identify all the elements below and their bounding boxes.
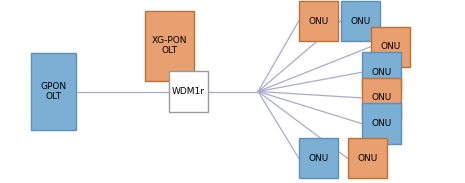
FancyBboxPatch shape [340, 1, 380, 41]
FancyBboxPatch shape [361, 103, 401, 144]
FancyBboxPatch shape [348, 138, 387, 178]
Text: ONU: ONU [380, 42, 401, 51]
FancyBboxPatch shape [371, 27, 410, 67]
Text: ONU: ONU [357, 154, 378, 163]
FancyBboxPatch shape [32, 53, 75, 130]
Text: WDM1r: WDM1r [172, 87, 205, 96]
Text: XG-PON
OLT: XG-PON OLT [152, 36, 187, 55]
Text: ONU: ONU [371, 119, 392, 128]
Text: ONU: ONU [308, 16, 329, 26]
Text: GPON
OLT: GPON OLT [40, 82, 66, 101]
FancyBboxPatch shape [168, 71, 208, 112]
Text: ONU: ONU [308, 154, 329, 163]
FancyBboxPatch shape [361, 52, 401, 92]
FancyBboxPatch shape [299, 138, 339, 178]
Text: ONU: ONU [371, 68, 392, 77]
Text: ONU: ONU [350, 16, 371, 26]
FancyBboxPatch shape [145, 11, 194, 81]
Text: ONU: ONU [371, 93, 392, 102]
FancyBboxPatch shape [361, 78, 401, 118]
FancyBboxPatch shape [299, 1, 339, 41]
